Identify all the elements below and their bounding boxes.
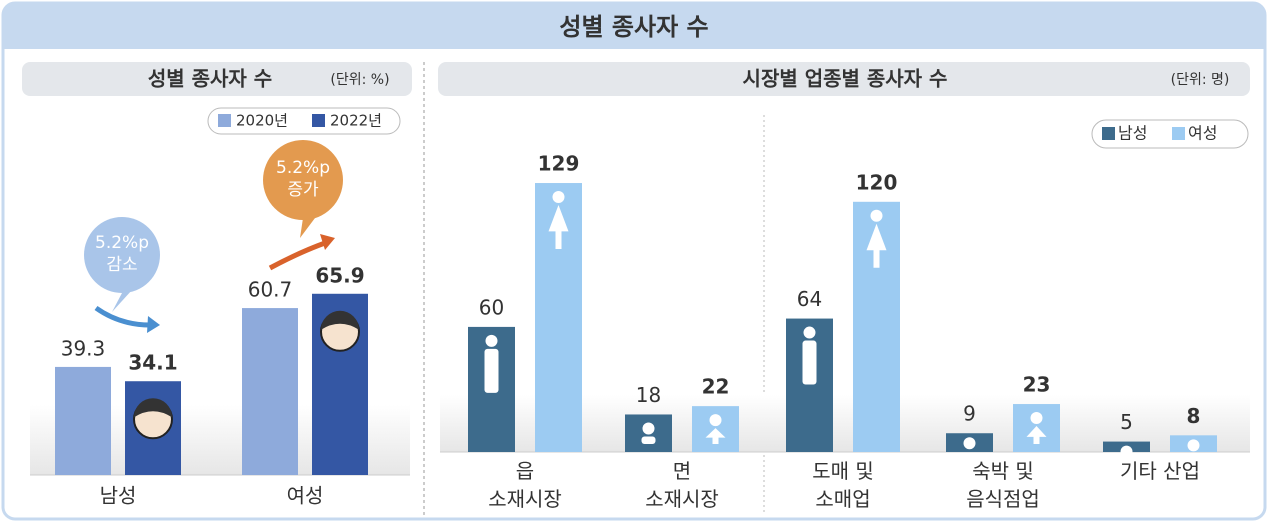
- panel-title: 시장별 업종별 종사자 수: [743, 67, 948, 91]
- value-label: 60: [479, 295, 504, 319]
- text-line: 소매업: [815, 487, 870, 511]
- legend-swatch: [218, 114, 231, 127]
- value-label: 65.9: [315, 263, 364, 287]
- text-line: 음식점업: [966, 487, 1040, 511]
- bar: [55, 367, 111, 475]
- icon: [643, 422, 655, 434]
- value-label: 23: [1023, 373, 1051, 397]
- x-tick-label: 기타 산업: [1120, 459, 1200, 483]
- icon: [964, 437, 976, 449]
- bar: [786, 319, 833, 452]
- icon: [871, 210, 883, 222]
- icon: [804, 327, 816, 339]
- bar: [242, 308, 298, 475]
- value-label: 9: [963, 402, 976, 426]
- value-label: 5: [1120, 410, 1133, 434]
- text-line: 소재시장: [645, 487, 719, 511]
- value-label: 129: [538, 152, 580, 176]
- text-line: 면: [673, 459, 691, 483]
- legend-label: 남성: [1118, 124, 1147, 143]
- text-line: 도매 및: [812, 459, 874, 483]
- value-label: 18: [636, 383, 661, 407]
- legend-swatch: [1172, 127, 1185, 140]
- icon: [1031, 412, 1043, 424]
- legend-label: 2022년: [330, 112, 382, 130]
- icon: [710, 414, 722, 426]
- icon: [486, 335, 498, 347]
- legend-swatch: [1102, 127, 1115, 140]
- value-label: 34.1: [128, 351, 177, 375]
- text-line: 숙박 및: [972, 459, 1034, 483]
- value-label: 8: [1187, 404, 1201, 428]
- icon: [553, 191, 565, 203]
- x-tick-label: 여성: [287, 484, 324, 508]
- icon: [803, 341, 817, 385]
- legend-label: 여성: [1188, 124, 1217, 143]
- x-tick-label: 남성: [100, 484, 137, 508]
- icon: [485, 349, 499, 393]
- text-line: 읍: [516, 459, 534, 483]
- legend-box: [1092, 120, 1248, 148]
- value-label: 120: [856, 170, 898, 194]
- unit: (단위: 명): [1171, 72, 1230, 88]
- icon: [1188, 439, 1200, 451]
- text-line: 기타 산업: [1120, 459, 1200, 483]
- icon: [1121, 446, 1133, 458]
- unit: (단위: %): [330, 72, 389, 88]
- main-title: 성별 종사자 수: [559, 13, 708, 41]
- value-label: 39.3: [61, 336, 106, 360]
- infographic: 성별 종사자 수 성별 종사자 수 (단위: %) 시장별 업종별 종사자 수 …: [0, 0, 1268, 522]
- text-line: 5.2%p: [95, 233, 149, 253]
- value-label: 22: [702, 375, 730, 399]
- legend-swatch: [312, 114, 325, 127]
- legend-label: 2020년: [236, 112, 288, 130]
- text-line: 5.2%p: [276, 158, 330, 178]
- panel-title: 성별 종사자 수: [148, 67, 272, 91]
- value-label: 60.7: [248, 278, 293, 302]
- text-line: 감소: [106, 255, 137, 275]
- value-label: 64: [797, 287, 822, 311]
- page: 성별 종사자 수 성별 종사자 수 (단위: %) 시장별 업종별 종사자 수 …: [0, 0, 1268, 526]
- icon: [642, 436, 656, 444]
- text-line: 소재시장: [488, 487, 562, 511]
- text-line: 증가: [287, 180, 319, 200]
